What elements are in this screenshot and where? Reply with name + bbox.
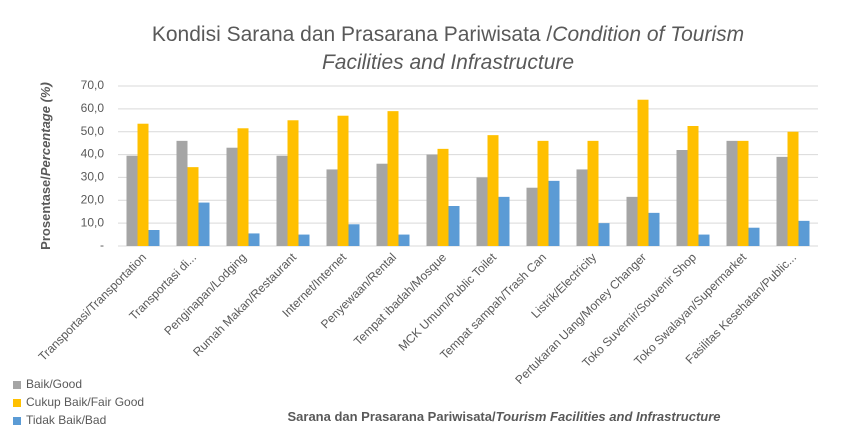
- bar: [248, 233, 260, 246]
- x-tick-label: MCK Umum/Public Toilet: [396, 250, 500, 354]
- bar: [726, 140, 738, 246]
- x-axis-label: Sarana dan Prasarana Pariwisata/Tourism …: [287, 409, 720, 424]
- bar: [187, 167, 199, 246]
- bar: [176, 140, 188, 246]
- bar: [437, 148, 449, 246]
- bar: [676, 150, 688, 246]
- bar: [537, 140, 549, 246]
- bar: [148, 230, 160, 246]
- legend-label: Tidak Baik/Bad: [26, 413, 106, 427]
- bar: [126, 155, 138, 246]
- bar: [498, 196, 510, 246]
- bar: [298, 234, 310, 246]
- y-tick-label: 20,0: [81, 192, 105, 206]
- y-tick-label: 40,0: [81, 147, 105, 161]
- bar: [798, 220, 810, 246]
- y-tick-label: 10,0: [81, 215, 105, 229]
- bar: [526, 187, 538, 246]
- bar: [598, 223, 610, 246]
- y-tick-label: 70,0: [81, 78, 105, 92]
- legend-label: Baik/Good: [26, 377, 82, 391]
- legend-label: Cukup Baik/Fair Good: [26, 395, 144, 409]
- y-tick-label: 50,0: [81, 124, 105, 138]
- bar: [237, 128, 249, 246]
- bar: [648, 212, 660, 246]
- y-tick-label: -: [100, 238, 104, 252]
- x-tick-label: Tempat ibadah/Mosque: [351, 250, 449, 348]
- bar: [548, 180, 560, 246]
- y-tick-label: 60,0: [81, 101, 105, 115]
- bar: [487, 135, 499, 246]
- y-tick-label: 30,0: [81, 170, 105, 184]
- bar: [398, 234, 410, 246]
- legend-swatch: [13, 417, 21, 425]
- bar: [226, 147, 238, 246]
- bar: [387, 111, 399, 247]
- bar: [326, 169, 338, 246]
- bar: [576, 169, 588, 246]
- bar: [748, 227, 760, 246]
- bar: [337, 115, 349, 246]
- bar: [687, 126, 699, 246]
- bar: [426, 154, 438, 246]
- bar: [348, 224, 360, 246]
- legend-swatch: [13, 381, 21, 389]
- bar: [448, 206, 460, 246]
- bar: [137, 123, 149, 246]
- y-axis-label: Prosentase/Percentage (%): [38, 82, 53, 250]
- bar: [737, 140, 749, 246]
- bar: [276, 155, 288, 246]
- bar: [198, 202, 210, 246]
- bar: [287, 120, 299, 246]
- bar: [587, 140, 599, 246]
- bar: [376, 163, 388, 246]
- bar: [626, 196, 638, 246]
- bar: [476, 177, 488, 246]
- chart-title: Kondisi Sarana dan Prasarana Pariwisata …: [152, 23, 744, 46]
- x-tick-label: Penginapan/Lodging: [161, 250, 249, 338]
- bar: [698, 234, 710, 246]
- x-tick-label: Rumah Makan/Restaurant: [190, 250, 299, 359]
- chart-title: Facilities and Infrastructure: [322, 51, 574, 74]
- legend-swatch: [13, 399, 21, 407]
- bar: [637, 99, 649, 246]
- bar: [787, 131, 799, 246]
- bar: [776, 156, 788, 246]
